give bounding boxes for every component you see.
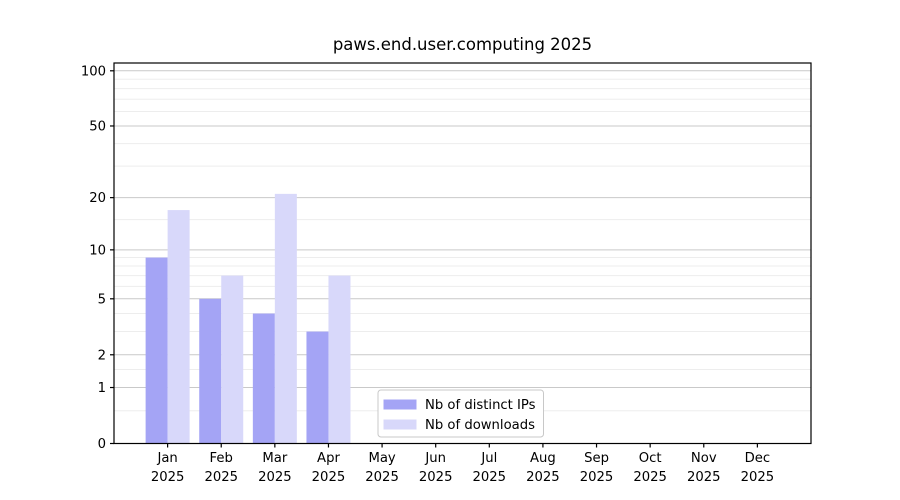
x-tick-label-year: 2025: [526, 470, 560, 485]
x-tick-label-month: Jul: [480, 451, 497, 466]
bar-distinct-ips-feb: [199, 298, 222, 444]
x-tick-label-month: Sep: [584, 451, 609, 466]
y-tick-label: 1: [98, 381, 106, 396]
bar-downloads-mar: [274, 193, 297, 444]
x-tick-label-month: Feb: [210, 451, 233, 466]
x-tick-label-month: Jun: [424, 451, 446, 466]
bar-downloads-apr: [328, 275, 351, 444]
bar-distinct-ips-apr: [306, 331, 329, 444]
legend-label: Nb of downloads: [425, 418, 535, 433]
x-tick-label-year: 2025: [687, 470, 721, 485]
legend-swatch-distinct-ips: [383, 399, 417, 410]
y-tick-label: 100: [81, 64, 106, 79]
y-tick-label: 2: [98, 348, 106, 363]
chart-title: paws.end.user.computing 2025: [332, 35, 593, 54]
y-tick-label: 5: [98, 292, 106, 307]
x-tick-label-month: May: [368, 451, 395, 466]
x-tick-label-year: 2025: [312, 470, 346, 485]
y-tick-label: 0: [98, 437, 106, 452]
x-tick-label-month: Nov: [691, 451, 717, 466]
y-tick-label: 50: [89, 119, 106, 134]
x-tick-label-year: 2025: [151, 470, 185, 485]
x-tick-label-year: 2025: [473, 470, 507, 485]
y-tick-label: 10: [89, 243, 106, 258]
x-tick-label-month: Jan: [156, 451, 177, 466]
y-tick-label: 20: [89, 191, 106, 206]
x-tick-label-year: 2025: [633, 470, 667, 485]
x-tick-label-month: Oct: [639, 451, 662, 466]
legend-swatch-downloads: [383, 419, 417, 430]
x-tick-label-month: Mar: [262, 451, 287, 466]
x-tick-label-year: 2025: [204, 470, 238, 485]
plot-border: [113, 62, 812, 445]
bar-downloads-feb: [221, 275, 244, 444]
bar-distinct-ips-jan: [145, 257, 168, 444]
x-tick-label-month: Aug: [530, 451, 556, 466]
x-tick-label-year: 2025: [258, 470, 292, 485]
bar-downloads-jan: [167, 210, 190, 444]
x-tick-label-year: 2025: [419, 470, 453, 485]
legend-label: Nb of distinct IPs: [425, 398, 536, 413]
bar-distinct-ips-mar: [252, 313, 275, 444]
legend: [377, 389, 544, 438]
x-tick-label-year: 2025: [580, 470, 614, 485]
x-tick-label-year: 2025: [741, 470, 775, 485]
x-tick-label-year: 2025: [365, 470, 399, 485]
x-tick-label-month: Dec: [745, 451, 771, 466]
x-tick-label-month: Apr: [317, 451, 340, 466]
